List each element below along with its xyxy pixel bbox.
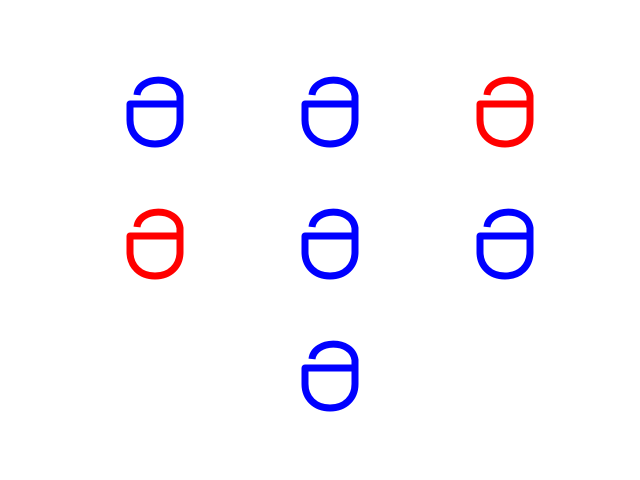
- glyph-stroke: [301, 340, 359, 412]
- glyph-stroke: [301, 208, 359, 280]
- glyph-blue-icon: [301, 208, 359, 280]
- glyph-stroke: [476, 208, 534, 280]
- glyph-stroke: [126, 76, 184, 148]
- glyph-blue-icon: [301, 340, 359, 412]
- glyph-blue-icon: [126, 76, 184, 148]
- glyph-blue-icon: [301, 76, 359, 148]
- glyph-stroke: [126, 208, 184, 280]
- glyph-grid: [126, 76, 534, 412]
- glyph-red-icon: [126, 208, 184, 280]
- glyph-red-icon: [476, 76, 534, 148]
- glyph-stroke: [301, 76, 359, 148]
- glyph-blue-icon: [476, 208, 534, 280]
- glyph-stroke: [476, 76, 534, 148]
